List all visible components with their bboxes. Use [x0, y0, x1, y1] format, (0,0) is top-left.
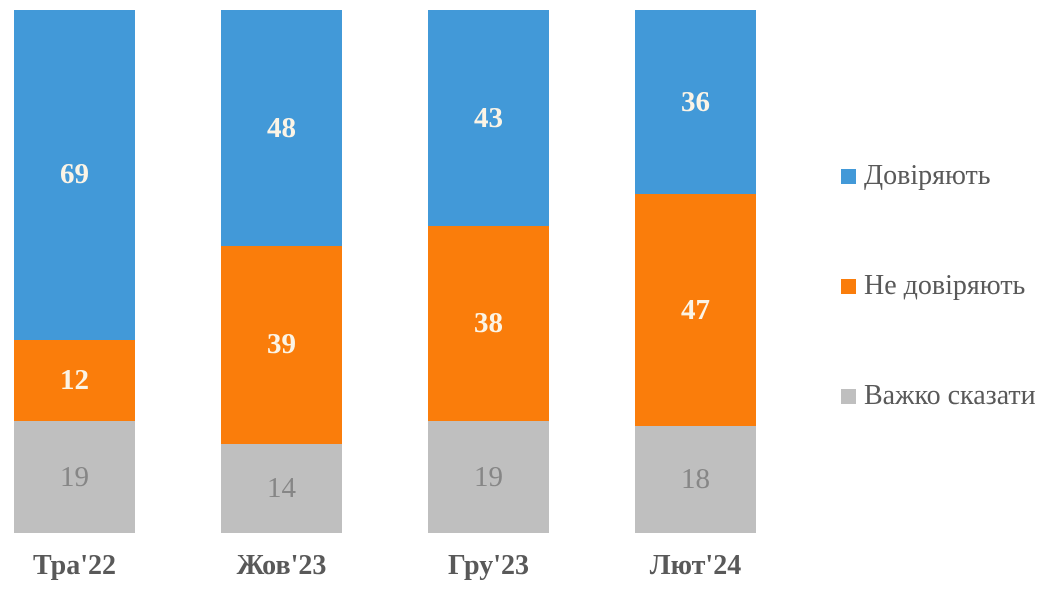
legend-item-no-trust: Не довіряють	[841, 269, 1025, 303]
legend-label: Не довіряють	[864, 270, 1026, 301]
bar-segment: 19	[14, 421, 135, 533]
x-axis-label: Лют'24	[649, 550, 742, 581]
bar-segment: 18	[635, 426, 756, 533]
segment-value-label: 38	[474, 307, 503, 340]
segment-value-label: 39	[267, 328, 296, 361]
x-axis-label: Жов'23	[236, 550, 327, 581]
segment-value-label: 48	[267, 111, 296, 144]
legend-item-hard-to-say: Важко сказати	[841, 379, 1036, 413]
legend-marker-hard-to-say-icon	[841, 388, 856, 404]
bar-segment: 12	[14, 339, 135, 422]
x-axis: Тра'22 Жов'23 Гру'23 Лют'24	[14, 550, 756, 582]
legend-marker-trust-icon	[841, 168, 856, 184]
segment-value-label: 43	[474, 101, 503, 134]
bar-3: 36 47 18	[635, 10, 756, 533]
bar-2: 43 38 19	[428, 10, 549, 534]
bar-1: 48 39 14	[221, 10, 342, 533]
segment-value-label: 18	[681, 463, 710, 496]
bar-segment: 38	[428, 226, 549, 422]
bar-segment: 39	[221, 246, 342, 444]
bar-segment: 69	[14, 10, 135, 340]
segment-value-label: 19	[474, 460, 503, 493]
legend-label: Довіряють	[864, 160, 991, 191]
segment-value-label: 36	[681, 85, 710, 118]
bar-segment: 14	[221, 443, 342, 533]
segment-value-label: 69	[60, 158, 89, 191]
x-axis-label: Гру'23	[447, 550, 530, 581]
legend-label: Важко сказати	[864, 380, 1036, 411]
bar-segment: 36	[635, 10, 756, 195]
segment-value-label: 12	[60, 364, 89, 396]
legend: Довіряють Не довіряють Важко сказати	[841, 0, 1062, 598]
legend-item-trust: Довіряють	[841, 159, 991, 193]
segment-value-label: 19	[60, 460, 89, 493]
segment-value-label: 47	[681, 293, 710, 326]
segment-value-label: 14	[267, 471, 296, 504]
bar-segment: 43	[428, 10, 549, 227]
bar-segment: 19	[428, 421, 549, 534]
bar-0: 69 12 19	[14, 10, 135, 533]
x-axis-label: Тра'22	[33, 550, 116, 581]
bar-segment: 48	[221, 10, 342, 247]
legend-marker-no-trust-icon	[841, 278, 856, 294]
plot-area: 69 12 19 48 39 14 43 38 19 36 47 18	[14, 10, 756, 534]
bar-segment: 47	[635, 194, 756, 427]
